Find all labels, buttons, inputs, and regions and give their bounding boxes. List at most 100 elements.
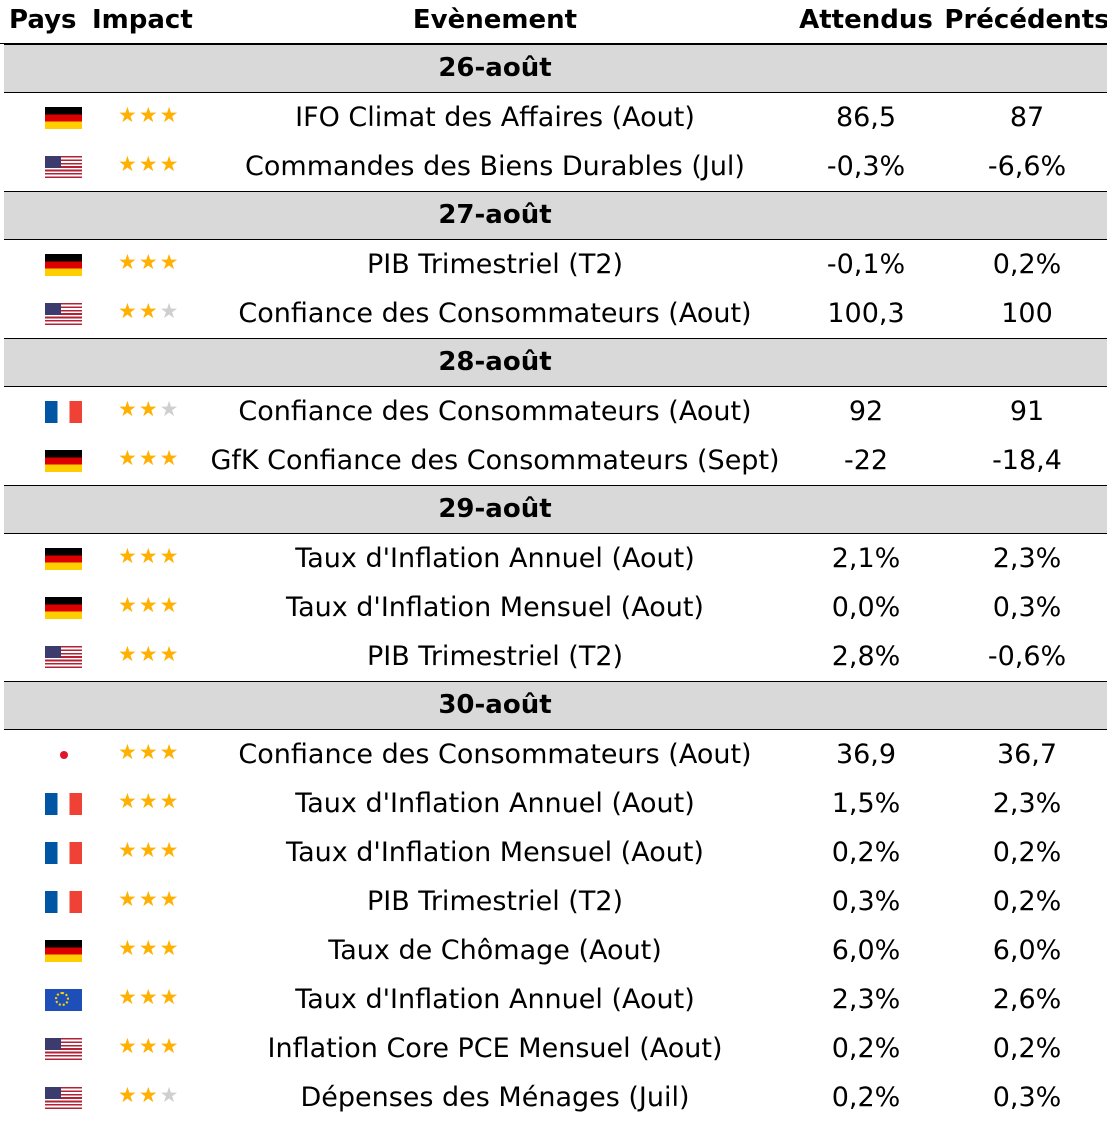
impact-rating: ★★★	[118, 984, 180, 1010]
date-label: 26-août	[438, 53, 552, 83]
event-name: PIB Trimestriel (T2)	[366, 886, 624, 917]
star-icon: ★	[118, 299, 139, 323]
france-flag-icon	[45, 842, 82, 864]
star-icon: ★	[138, 789, 160, 813]
star-icon: ★	[159, 397, 181, 421]
star-icon: ★	[159, 936, 181, 960]
expected-value: 0,0%	[831, 592, 901, 623]
header-impact: Impact	[92, 5, 193, 35]
star-icon: ★	[159, 985, 181, 1009]
date-label: 29-août	[438, 494, 552, 524]
previous-value: 2,3%	[992, 788, 1062, 819]
date-section-header: 27-août	[4, 191, 1107, 240]
star-icon: ★	[138, 936, 160, 960]
event-name: Taux d'Inflation Annuel (Aout)	[295, 788, 695, 819]
star-icon: ★	[118, 936, 139, 960]
previous-value: 6,0%	[992, 935, 1062, 966]
impact-rating: ★★★	[118, 543, 180, 569]
table-row: ★★★ Taux d'Inflation Mensuel (Aout) 0,2% 0,…	[0, 828, 1107, 877]
impact-rating: ★★★	[118, 935, 180, 961]
event-name: Confiance des Consommateurs (Aout)	[238, 298, 752, 329]
impact-rating: ★★★	[118, 249, 180, 275]
table-row: ★★★ PIB Trimestriel (T2) 2,8% -0,6%	[0, 632, 1107, 681]
star-icon: ★	[138, 985, 160, 1009]
star-icon: ★	[138, 544, 160, 568]
previous-value: 2,3%	[992, 543, 1062, 574]
date-section-header: 26-août	[4, 44, 1107, 93]
star-icon: ★	[138, 152, 160, 176]
star-icon: ★	[159, 250, 181, 274]
previous-value: 0,2%	[992, 837, 1062, 868]
previous-value: 87	[1009, 102, 1045, 133]
event-name: Taux d'Inflation Annuel (Aout)	[295, 984, 695, 1015]
expected-value: 0,2%	[831, 1033, 901, 1064]
date-label: 27-août	[438, 200, 552, 230]
event-name: Dépenses des Ménages (Juil)	[300, 1082, 690, 1113]
expected-value: 92	[848, 396, 884, 427]
germany-flag-icon	[45, 597, 82, 619]
japan-flag-icon	[45, 744, 82, 766]
star-icon: ★	[138, 1083, 160, 1107]
table-row: ★★★ Confiance des Consommateurs (Aout) 92 9…	[0, 387, 1107, 436]
table-row: ★★★ Commandes des Biens Durables (Jul) -0,…	[0, 142, 1107, 191]
united-states-flag-icon	[45, 303, 82, 325]
star-icon: ★	[118, 789, 139, 813]
previous-value: 0,2%	[992, 886, 1062, 917]
date-label: 30-août	[438, 690, 552, 720]
previous-value: 0,3%	[992, 1082, 1062, 1113]
table-row: ★★★ Taux d'Inflation Annuel (Aout) 2,3% 2,6…	[0, 975, 1107, 1024]
impact-rating: ★★★	[118, 151, 180, 177]
germany-flag-icon	[45, 107, 82, 129]
table-row: ★★★ Taux d'Inflation Annuel (Aout) 1,5% 2,3…	[0, 779, 1107, 828]
event-name: GfK Confiance des Consommateurs (Sept)	[210, 445, 780, 476]
germany-flag-icon	[45, 450, 82, 472]
germany-flag-icon	[45, 940, 82, 962]
star-icon: ★	[159, 1083, 181, 1107]
table-row: ★★★ Confiance des Consommateurs (Aout) 100…	[0, 289, 1107, 338]
table-row: ★★★ Taux de Chômage (Aout) 6,0% 6,0%	[0, 926, 1107, 975]
header-previous: Précédents	[944, 5, 1107, 35]
france-flag-icon	[45, 793, 82, 815]
event-name: Confiance des Consommateurs (Aout)	[238, 396, 752, 427]
table-row: ★★★ PIB Trimestriel (T2) 0,3% 0,2%	[0, 877, 1107, 926]
star-icon: ★	[138, 1034, 160, 1058]
expected-value: 2,1%	[831, 543, 901, 574]
star-icon: ★	[159, 103, 181, 127]
star-icon: ★	[118, 1034, 139, 1058]
previous-value: 0,3%	[992, 592, 1062, 623]
star-icon: ★	[118, 838, 139, 862]
expected-value: 0,2%	[831, 1082, 901, 1113]
table-row: ★★★ Taux d'Inflation Annuel (Aout) 2,1% 2,3…	[0, 534, 1107, 583]
star-icon: ★	[118, 152, 139, 176]
impact-rating: ★★★	[118, 396, 180, 422]
previous-value: 0,2%	[992, 1033, 1062, 1064]
expected-value: 2,3%	[831, 984, 901, 1015]
star-icon: ★	[138, 593, 160, 617]
table-row: ★★★ GfK Confiance des Consommateurs (Sept…	[0, 436, 1107, 485]
header-expected: Attendus	[799, 5, 933, 35]
star-icon: ★	[118, 544, 139, 568]
expected-value: 86,5	[835, 102, 897, 133]
expected-value: -0,3%	[826, 151, 906, 182]
impact-rating: ★★★	[118, 739, 180, 765]
star-icon: ★	[159, 789, 181, 813]
previous-value: 91	[1009, 396, 1045, 427]
expected-value: 6,0%	[831, 935, 901, 966]
france-flag-icon	[45, 401, 82, 423]
france-flag-icon	[45, 891, 82, 913]
impact-rating: ★★★	[118, 592, 180, 618]
star-icon: ★	[138, 299, 160, 323]
table-row: ★★★ Dépenses des Ménages (Juil) 0,2% 0,3%	[0, 1073, 1107, 1122]
previous-value: 0,2%	[992, 249, 1062, 280]
impact-rating: ★★★	[118, 445, 180, 471]
previous-value: -6,6%	[987, 151, 1067, 182]
date-section-header: 30-août	[4, 681, 1107, 730]
expected-value: 100,3	[827, 298, 905, 329]
event-name: IFO Climat des Affaires (Aout)	[295, 102, 695, 133]
star-icon: ★	[159, 642, 181, 666]
impact-rating: ★★★	[118, 641, 180, 667]
impact-rating: ★★★	[118, 837, 180, 863]
star-icon: ★	[118, 397, 139, 421]
expected-value: 2,8%	[831, 641, 901, 672]
previous-value: 2,6%	[992, 984, 1062, 1015]
